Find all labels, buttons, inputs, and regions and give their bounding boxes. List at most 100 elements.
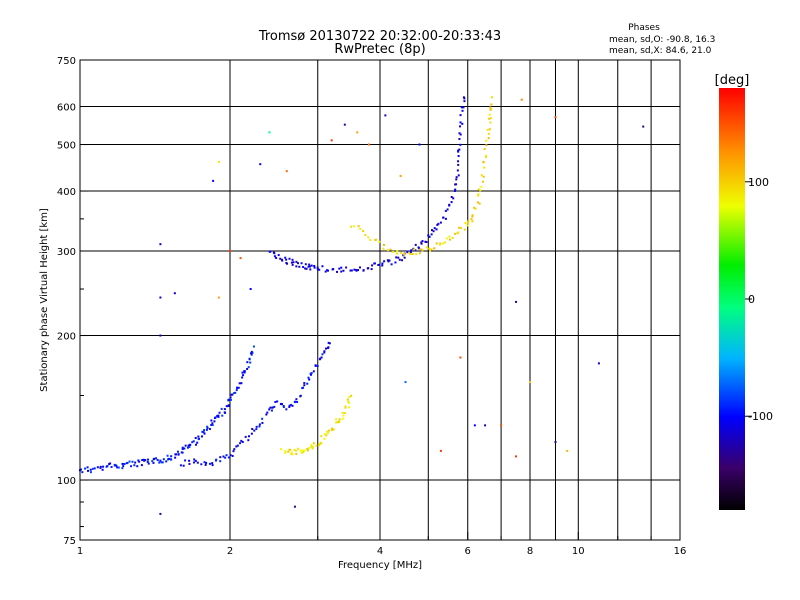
echo-point bbox=[335, 418, 338, 421]
echo-point bbox=[477, 194, 480, 197]
echo-point bbox=[308, 447, 311, 450]
scatter-point bbox=[399, 174, 402, 177]
echo-point bbox=[438, 243, 441, 246]
echo-point bbox=[454, 232, 457, 235]
echo-point bbox=[452, 197, 455, 200]
scatter-point bbox=[293, 505, 296, 508]
echo-point bbox=[117, 466, 120, 469]
echo-point bbox=[461, 109, 464, 112]
echo-point bbox=[338, 420, 341, 423]
scatter-point bbox=[173, 292, 176, 295]
echo-point bbox=[217, 415, 220, 418]
echo-point bbox=[290, 261, 293, 264]
echo-point bbox=[435, 228, 438, 231]
scatter-point bbox=[343, 123, 346, 126]
scatter-point bbox=[642, 125, 645, 128]
echo-point bbox=[168, 457, 171, 460]
echo-point bbox=[134, 461, 137, 464]
echo-point bbox=[289, 448, 292, 451]
echo-point bbox=[309, 268, 312, 271]
echo-point bbox=[166, 454, 169, 457]
echo-point bbox=[344, 405, 347, 408]
echo-point bbox=[191, 441, 194, 444]
echo-point bbox=[306, 448, 309, 451]
echo-point bbox=[229, 454, 232, 457]
echo-point bbox=[301, 449, 304, 452]
echo-point bbox=[471, 215, 474, 218]
echo-point bbox=[156, 459, 159, 462]
echo-point bbox=[303, 449, 306, 452]
echo-point bbox=[121, 462, 124, 465]
echo-point bbox=[310, 373, 313, 376]
echo-point bbox=[288, 257, 291, 260]
echo-point bbox=[258, 425, 261, 428]
echo-point bbox=[367, 236, 370, 239]
echo-point bbox=[367, 267, 370, 270]
echo-point bbox=[227, 404, 230, 407]
echo-point bbox=[340, 266, 343, 269]
echo-point bbox=[198, 437, 201, 440]
echo-point bbox=[189, 443, 192, 446]
echo-point bbox=[445, 237, 448, 240]
echo-point bbox=[146, 460, 149, 463]
y-tick-label: 400 bbox=[57, 187, 76, 198]
echo-point bbox=[331, 427, 334, 430]
colorbar-ticks: 100 0 -100 bbox=[745, 176, 773, 423]
echo-point bbox=[290, 451, 293, 454]
echo-point bbox=[125, 462, 128, 465]
echo-point bbox=[250, 353, 253, 356]
echo-point bbox=[316, 365, 319, 368]
echo-point bbox=[211, 424, 214, 427]
echo-point bbox=[429, 249, 432, 252]
echo-point bbox=[471, 214, 474, 217]
scatter-point bbox=[384, 114, 387, 117]
echo-point bbox=[350, 225, 353, 228]
echo-point bbox=[183, 447, 186, 450]
echo-point bbox=[307, 376, 310, 379]
echo-point bbox=[175, 453, 178, 456]
echo-point bbox=[485, 139, 488, 142]
echo-point bbox=[459, 114, 462, 117]
echo-point bbox=[295, 449, 298, 452]
echo-point bbox=[147, 462, 150, 465]
echo-point bbox=[457, 149, 460, 152]
echo-point bbox=[341, 411, 344, 414]
echo-point bbox=[348, 406, 351, 409]
echo-point bbox=[87, 469, 90, 472]
echo-point bbox=[444, 209, 447, 212]
echo-point bbox=[433, 227, 436, 230]
echo-point bbox=[489, 108, 492, 111]
echo-point bbox=[467, 220, 470, 223]
echo-point bbox=[270, 409, 273, 412]
phase-stats-x: mean, sd,X: 84.6, 21.0 bbox=[609, 46, 712, 56]
scatter-point bbox=[520, 98, 523, 101]
echo-point bbox=[268, 250, 271, 253]
scatter-point bbox=[217, 160, 220, 163]
echo-point bbox=[159, 459, 162, 462]
echo-point bbox=[181, 446, 184, 449]
echo-point bbox=[318, 268, 321, 271]
echo-point bbox=[382, 243, 385, 246]
y-tick-label: 75 bbox=[63, 536, 76, 547]
echo-point bbox=[471, 220, 474, 223]
echo-point bbox=[152, 461, 155, 464]
echo-point bbox=[350, 269, 353, 272]
echo-point bbox=[308, 378, 311, 381]
echo-point bbox=[488, 117, 491, 120]
echo-point bbox=[223, 411, 226, 414]
echo-point bbox=[314, 364, 317, 367]
echo-point bbox=[444, 217, 447, 220]
echo-point bbox=[218, 411, 221, 414]
echo-point bbox=[490, 96, 493, 99]
echo-point bbox=[409, 252, 412, 255]
scatter-point bbox=[229, 250, 231, 253]
chart-title: Tromsø 20130722 20:32:00-20:33:43 bbox=[258, 29, 501, 44]
echo-point bbox=[285, 258, 288, 261]
echo-point bbox=[295, 398, 298, 401]
echo-point bbox=[462, 96, 465, 99]
echo-point bbox=[113, 464, 116, 467]
echo-point bbox=[208, 427, 211, 430]
echo-point bbox=[102, 465, 105, 468]
echo-point bbox=[313, 264, 316, 267]
echo-point bbox=[123, 462, 126, 465]
